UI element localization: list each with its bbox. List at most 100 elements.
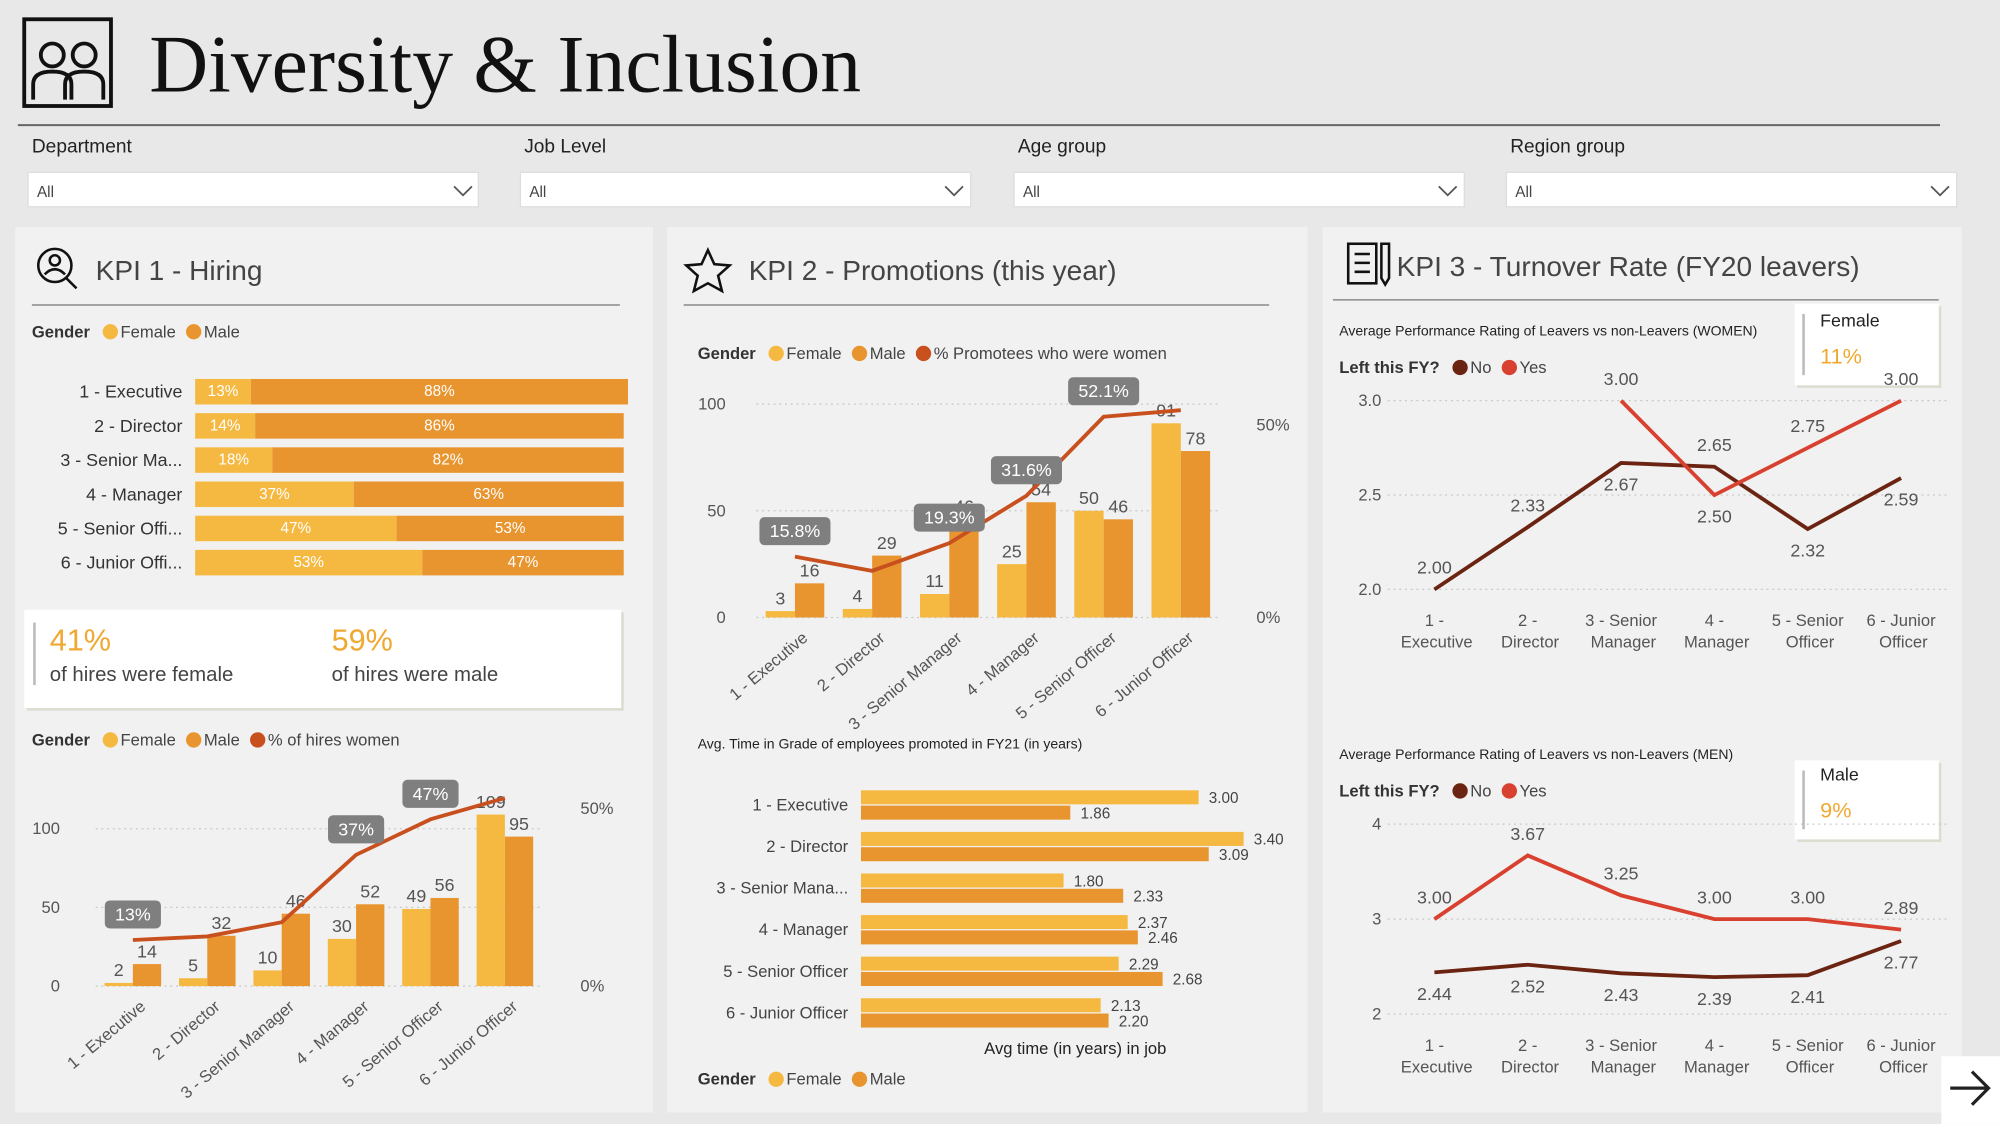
legend-label: Male [204,322,240,341]
data-label-box [104,900,161,929]
bar-segment [195,481,354,508]
value-label: 3 [775,588,785,608]
dropdown[interactable] [519,171,972,208]
bar [860,873,1064,888]
category-label: 2 - Director [766,837,848,856]
filter[interactable]: Region group All [1505,136,1958,208]
category-label: 6 - Junior Officer [726,1003,849,1022]
value-label: 2.33 [1133,889,1163,906]
data-label: 2.65 [1697,435,1732,455]
legend-label: Female [786,1070,841,1089]
line [1433,461,1902,592]
y-tick-label: 100 [32,819,60,838]
bar [860,930,1138,945]
bar-segment [272,447,624,473]
value-label: 3.00 [1209,790,1239,807]
value-label: 16 [800,561,820,581]
value-label: 2.13 [1111,998,1141,1015]
legend-swatch [768,345,784,362]
value-label: 78 [1186,428,1206,448]
bar [860,847,1209,862]
y-tick-label: 50 [707,501,725,520]
y-tick-label: 100 [698,395,726,414]
filter[interactable]: Department All [27,136,479,208]
turnover-card [1794,760,1939,840]
x-tick-label: 1 - Executive [1396,611,1472,652]
value-label: 29 [877,533,897,553]
data-label: 47% [413,784,449,804]
filter[interactable]: Age group All [1013,136,1465,208]
chevron [453,185,473,197]
bar-segment [195,378,251,405]
data-label-box [1068,377,1140,406]
value-label: 4 [852,586,862,606]
next-page-button[interactable] [1941,1056,2000,1124]
value-label: 2.46 [1148,930,1178,947]
dropdown[interactable] [1505,171,1958,208]
filter[interactable]: Job Level All [519,136,972,208]
category-label: 2 - Director [94,416,182,436]
card-value: 41% [50,623,111,657]
dropdown[interactable] [27,171,479,208]
data-label: 2.52 [1510,976,1545,996]
dropdown-value: All [1515,184,1532,201]
bar [281,913,310,987]
dropdown[interactable] [1013,171,1465,208]
bar [1026,502,1056,618]
filter-label: Age group [1018,136,1106,157]
data-label: 2.67 [1604,475,1639,495]
chevron [1438,185,1458,197]
panel-title: KPI 1 - Hiring [96,255,263,286]
bar [253,970,282,987]
bar-segment [422,549,624,576]
bar [402,908,431,987]
bar [860,1013,1109,1028]
bar [997,564,1027,618]
button-bg[interactable] [1941,1056,2000,1124]
dropdown-value: All [529,184,546,201]
kpi-card [24,609,622,709]
data-label: 19.3% [924,508,975,528]
data-label: 2.32 [1790,541,1825,561]
data-label: 2.75 [1790,416,1825,436]
category-label: 6 - Junior Offi... [61,553,183,573]
bar [860,805,1071,820]
data-label-box [328,815,385,844]
y2-tick-label: 50% [1256,415,1289,434]
data-label: 2.59 [1884,490,1919,510]
y-tick-label: 2 [1372,1005,1381,1024]
x-tick-label: 4 - Manager [1679,611,1750,652]
data-label: 31.6% [1001,460,1052,480]
chart-title: Average Performance Rating of Leavers vs… [1339,746,1733,762]
legend-label: Female [121,322,176,341]
value-label: 11 [925,571,944,591]
data-label: 2.43 [1604,985,1639,1005]
value-label: 30 [332,916,352,936]
data-label: 2.89 [1884,898,1919,918]
bar [860,915,1128,930]
data-label: 2.44 [1417,984,1452,1004]
value-label: 49 [406,886,426,906]
legend-swatch [1452,783,1468,799]
legend-swatch [102,732,118,748]
bar [1074,510,1104,618]
y2-tick-label: 0% [1256,608,1280,627]
legend-label: Female [786,344,841,363]
legend-label: % of hires women [268,730,400,749]
x-tick-label: 6 - Junior Officer [1866,611,1936,652]
data-label: 2.50 [1697,507,1732,527]
value-label: 95 [509,814,529,834]
category-label: 1 - Executive [752,795,848,814]
bar [504,836,534,987]
legend-label: Yes [1520,358,1547,377]
line [1434,939,1902,980]
x-axis-title: Avg time (in years) in job [984,1039,1166,1058]
filter-label: Department [32,136,133,157]
value-label: 32 [211,913,231,933]
value-label: 13% [208,383,239,400]
bar [327,938,357,987]
value-label: 46 [1108,497,1128,517]
legend-swatch [186,324,202,340]
y-tick-label: 2.5 [1358,486,1381,505]
